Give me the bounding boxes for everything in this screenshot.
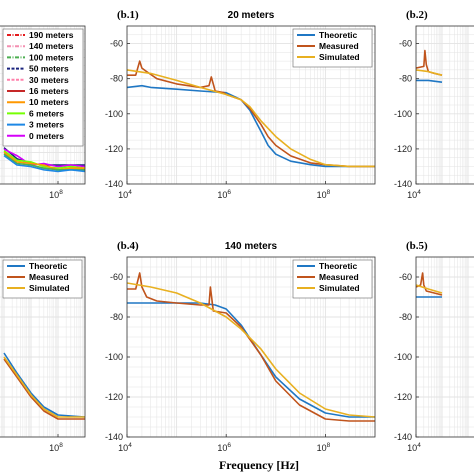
legend-entry-label: 30 meters: [29, 75, 69, 85]
panel-label: (b.2): [406, 9, 428, 21]
y-tick-label: -60: [110, 39, 123, 49]
panel-b2: -140 -120 -100 -80 -60 104 (b.2): [394, 9, 474, 200]
y-tick-label: -80: [399, 312, 412, 322]
panel-label: (b.4): [117, 240, 139, 252]
y-tick-label: -80: [110, 312, 123, 322]
panel-b1: -140 -120 -100 -80 -60 104 106 108 (b.1) 20 meter…: [105, 9, 376, 200]
axes-frame: [126, 256, 376, 438]
x-tick-label: 108: [49, 189, 63, 200]
legend-entry-label: 100 meters: [29, 52, 74, 62]
series-line-measured: [416, 272, 443, 296]
legend-entry-label: Measured: [29, 272, 69, 282]
x-tick-label: 108: [317, 189, 331, 200]
series-line-simulated: [127, 282, 375, 418]
panel-label: (b.1): [117, 9, 139, 21]
y-tick-label: -120: [105, 392, 123, 402]
figure-x-axis-label: Frequency [Hz]: [219, 458, 299, 472]
y-tick-label: -120: [105, 144, 123, 154]
axes-frame: [415, 25, 474, 185]
series-line-simulated: [416, 69, 443, 76]
y-tick-label: -100: [394, 352, 412, 362]
legend-entry-label: Simulated: [319, 283, 360, 293]
panel-label: (b.5): [406, 240, 428, 252]
x-tick-label: 108: [49, 442, 63, 453]
y-tick-label: -80: [110, 74, 123, 84]
grid: [416, 26, 474, 184]
x-tick-label: 106: [217, 442, 231, 453]
grid: [416, 257, 474, 437]
panel-b4: -140 -120 -100 -80 -60 104 106 108 (b.4) 140 mete…: [105, 240, 376, 453]
y-tick-label: -120: [394, 144, 412, 154]
y-tick-label: -140: [105, 179, 123, 189]
series-line-measured: [127, 272, 375, 422]
series-line-trace-1: [3, 148, 85, 168]
series-line-trace-3: [3, 151, 85, 171]
legend-entry-label: 50 meters: [29, 64, 69, 74]
legend-entry-label: Theoretic: [319, 261, 358, 271]
panel-title: 20 meters: [228, 10, 275, 21]
y-tick-label: -100: [105, 109, 123, 119]
legend-entry-label: Measured: [319, 41, 359, 51]
legend-entry-label: Measured: [319, 272, 359, 282]
series-line-trace-5: [3, 154, 85, 173]
y-tick-label: -60: [399, 272, 412, 282]
series-line-measured: [3, 358, 85, 420]
legend-entry-label: 16 meters: [29, 86, 69, 96]
y-tick-label: -140: [394, 432, 412, 442]
legend-entry-label: Simulated: [319, 52, 360, 62]
y-tick-label: -140: [394, 179, 412, 189]
y-tick-label: -60: [110, 272, 123, 282]
x-tick-label: 104: [118, 189, 132, 200]
legend-entry-label: Simulated: [29, 283, 70, 293]
y-tick-label: -100: [105, 352, 123, 362]
y-tick-label: -140: [105, 432, 123, 442]
y-tick-label: -120: [394, 392, 412, 402]
series-line-simulated: [127, 69, 375, 168]
axes-frame: [415, 256, 474, 438]
legend-entry-label: 0 meters: [29, 131, 64, 141]
series-line-measured: [127, 60, 375, 168]
series-line-simulated: [416, 284, 443, 294]
y-tick-label: -60: [399, 39, 412, 49]
series-line-theoretic: [416, 79, 443, 83]
legend-entry-label: 10 meters: [29, 97, 69, 107]
legend-entry-label: 3 meters: [29, 120, 64, 130]
legend-entry-label: 190 meters: [29, 30, 74, 40]
series-line-trace-2: [3, 150, 85, 169]
axes-frame: [126, 25, 376, 185]
legend-entry-label: 140 meters: [29, 41, 74, 51]
legend-entry-label: Theoretic: [319, 30, 358, 40]
y-tick-label: -100: [394, 109, 412, 119]
legend-entry-label: Theoretic: [29, 261, 68, 271]
legend-box: [2, 28, 84, 147]
series-line-theoretic: [127, 84, 375, 168]
grid: [127, 257, 375, 437]
x-tick-label: 104: [407, 189, 421, 200]
y-tick-label: -80: [399, 74, 412, 84]
x-tick-label: 106: [217, 189, 231, 200]
x-tick-label: 104: [118, 442, 132, 453]
series-line-theoretic: [3, 352, 85, 418]
series-line-simulated: [3, 356, 85, 418]
x-tick-label: 108: [317, 442, 331, 453]
x-tick-label: 104: [407, 442, 421, 453]
panel-title: 140 meters: [225, 241, 278, 252]
panel-b5: -140 -120 -100 -80 -60 104 (b.5): [394, 240, 474, 453]
axes-frame: [0, 256, 86, 438]
legend-entry-label: 6 meters: [29, 108, 64, 118]
axes-frame: [0, 25, 86, 185]
